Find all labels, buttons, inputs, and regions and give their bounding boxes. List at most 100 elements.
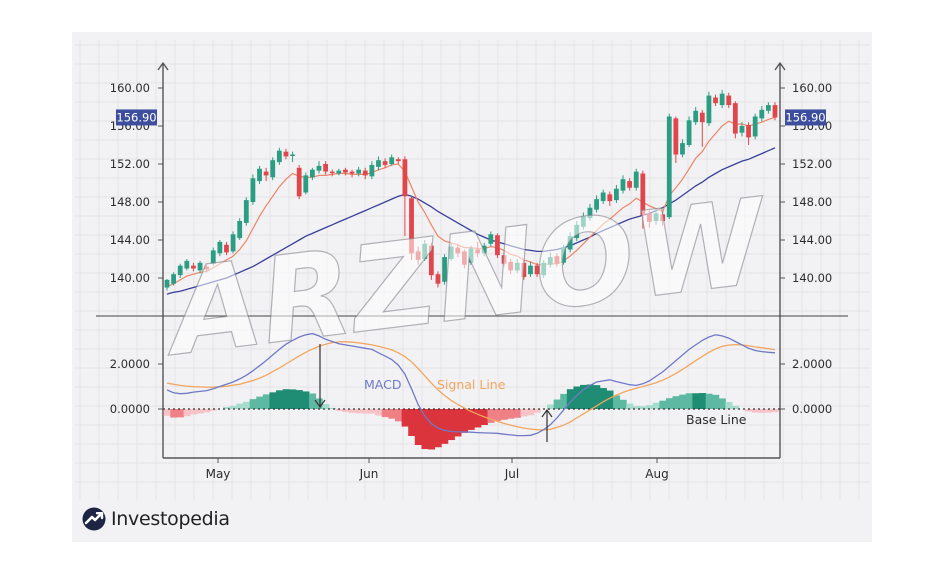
histogram-bar [401, 409, 409, 427]
price-tick-label-left: 140.00 [110, 271, 150, 285]
candle-body [224, 244, 229, 253]
investopedia-logo: Investopedia [82, 505, 230, 533]
histogram-bar [282, 389, 290, 409]
candle-body [726, 95, 732, 106]
price-tick-label-left: 160.00 [110, 81, 150, 95]
candle-body [362, 170, 368, 176]
histogram-bar [190, 409, 198, 415]
macd-tick-label-left: 2.0000 [110, 357, 150, 371]
candle-body [686, 120, 692, 145]
candle-body [660, 214, 666, 221]
histogram-bar [447, 409, 455, 441]
candle-body [653, 213, 659, 221]
candle-body [303, 175, 309, 193]
histogram-bar [646, 405, 654, 409]
candle-body [184, 260, 190, 269]
candle-body [395, 159, 401, 162]
candle-body [349, 171, 355, 174]
price-tick-label-right: 148.00 [792, 195, 832, 209]
candle-body [356, 169, 362, 174]
candle-body [230, 234, 236, 252]
candle-body [435, 274, 441, 284]
histogram-bar [461, 409, 469, 433]
histogram-bar [639, 406, 647, 409]
histogram-bar [414, 409, 422, 445]
last-price-tag-right [785, 109, 826, 126]
histogram-bar [560, 393, 568, 409]
histogram-bar [368, 409, 376, 414]
candle-body [290, 154, 295, 156]
histogram-bar [758, 409, 766, 413]
candle-body [204, 266, 210, 270]
price-tick-label-right: 160.00 [792, 81, 832, 95]
month-tick-label: Aug [645, 467, 668, 481]
histogram-bar [328, 407, 336, 409]
histogram-bar [276, 390, 284, 409]
histogram-bar [203, 409, 211, 413]
candle-body [706, 95, 712, 124]
histogram-bar [507, 409, 515, 419]
histogram-bar [771, 409, 779, 413]
histogram-bar [732, 405, 740, 409]
histogram-bar [262, 394, 270, 409]
histogram-bar [679, 394, 687, 409]
histogram-bar [302, 391, 310, 409]
histogram-bar [196, 409, 204, 414]
histogram-bar [315, 398, 323, 409]
histogram-bar [626, 403, 634, 409]
histogram-bar [209, 409, 217, 411]
candle-body [237, 221, 243, 239]
candle-body [647, 213, 652, 222]
price-tick-label-left: 148.00 [110, 195, 150, 209]
histogram-bar [566, 389, 574, 409]
histogram-bar [652, 402, 660, 409]
histogram-bar [553, 399, 561, 409]
macd-tick-label-right: 2.0000 [792, 357, 832, 371]
histogram-bar [428, 409, 436, 450]
histogram-bar [361, 409, 369, 414]
candlesticks [164, 89, 778, 291]
axes [96, 62, 848, 459]
candle-body [600, 192, 606, 202]
histogram-bar [606, 390, 614, 409]
price-tick-label-left: 144.00 [110, 233, 150, 247]
candle-body [541, 262, 547, 276]
candle-body [177, 265, 183, 276]
histogram-bar [249, 399, 257, 409]
candle-body [217, 241, 223, 254]
candle-body [746, 125, 751, 138]
histogram-bar [176, 409, 184, 418]
histogram-bar [672, 396, 680, 409]
candle-body [329, 171, 335, 174]
month-tick-label: Jul [504, 467, 519, 481]
candle-body [164, 279, 170, 288]
histogram-bar [309, 393, 317, 409]
histogram-bar [699, 393, 707, 409]
candle-body [508, 261, 514, 271]
base-line-label: Base Line [686, 412, 747, 427]
histogram-bar [500, 409, 508, 420]
histogram-bar [375, 409, 383, 416]
candle-body [475, 249, 481, 254]
histogram-bar [632, 406, 640, 409]
candle-body [389, 157, 395, 164]
candle-body [461, 251, 467, 265]
histogram-bar [289, 389, 297, 409]
histogram-bar [712, 394, 720, 409]
candle-body [323, 164, 329, 172]
histogram-bar [751, 409, 759, 413]
month-tick-label: Jun [359, 467, 379, 481]
macd-line [166, 332, 776, 437]
histogram-bar [170, 409, 178, 418]
histogram-bar [269, 392, 277, 409]
histogram-bar [243, 401, 251, 409]
candle-body [270, 160, 276, 178]
histogram-bar [705, 393, 713, 409]
histogram-bar [725, 402, 733, 409]
candle-body [554, 256, 560, 264]
macd-tick-label-right: 0.0000 [792, 402, 832, 416]
candle-body [574, 224, 580, 239]
candle-body [488, 234, 494, 244]
candle-body [283, 151, 289, 157]
